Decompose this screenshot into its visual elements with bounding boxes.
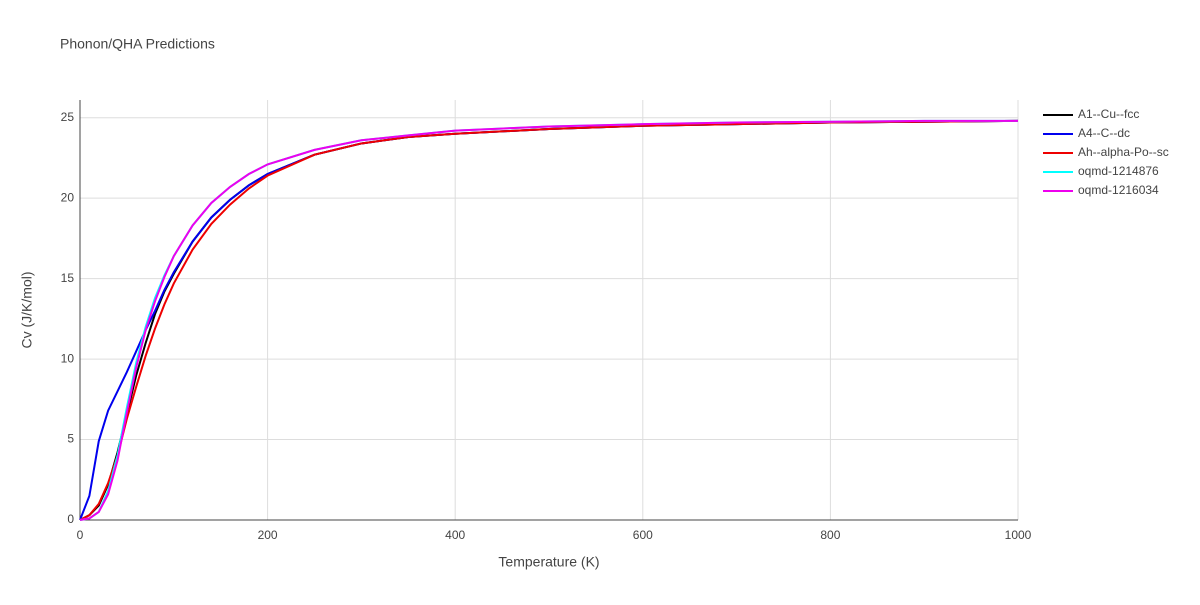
series-line bbox=[79, 119, 1019, 521]
y-tick-label: 5 bbox=[67, 432, 74, 446]
legend-label: A1--Cu--fcc bbox=[1078, 107, 1139, 121]
legend-label: oqmd-1214876 bbox=[1078, 164, 1159, 178]
x-tick-label: 400 bbox=[445, 528, 465, 542]
y-tick-label: 15 bbox=[61, 271, 75, 285]
y-tick-label: 0 bbox=[67, 512, 74, 526]
legend-label: oqmd-1216034 bbox=[1078, 183, 1159, 197]
x-tick-label: 800 bbox=[820, 528, 840, 542]
x-tick-label: 1000 bbox=[1005, 528, 1032, 542]
x-tick-label: 200 bbox=[258, 528, 278, 542]
y-tick-label: 10 bbox=[61, 351, 75, 365]
x-tick-label: 0 bbox=[77, 528, 84, 542]
x-axis-label: Temperature (K) bbox=[498, 554, 599, 570]
series-line bbox=[79, 119, 1019, 521]
x-tick-label: 600 bbox=[633, 528, 653, 542]
series-line bbox=[79, 119, 1019, 521]
y-tick-label: 25 bbox=[61, 110, 75, 124]
legend-label: A4--C--dc bbox=[1078, 126, 1130, 140]
series-line bbox=[79, 119, 1018, 521]
y-tick-label: 20 bbox=[61, 190, 75, 204]
series-line bbox=[79, 119, 1018, 521]
chart-title: Phonon/QHA Predictions bbox=[60, 36, 215, 52]
y-axis-label: Cv (J/K/mol) bbox=[19, 272, 35, 349]
legend-label: Ah--alpha-Po--sc bbox=[1078, 145, 1169, 159]
